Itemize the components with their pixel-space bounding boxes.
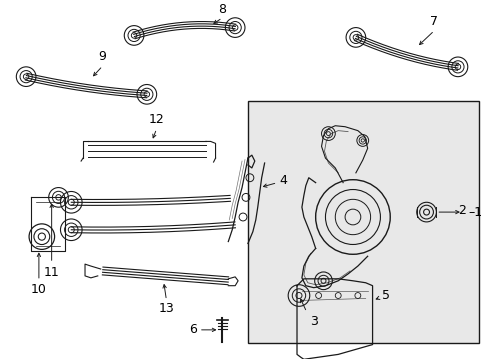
Text: 4: 4 (279, 174, 286, 187)
Text: 5: 5 (382, 289, 389, 302)
Bar (247, 101, 478, 343)
Text: 9: 9 (99, 50, 106, 63)
Text: 12: 12 (148, 113, 164, 126)
Text: 13: 13 (158, 302, 174, 315)
Text: 3: 3 (309, 315, 317, 328)
Text: 2: 2 (457, 204, 465, 217)
Text: 6: 6 (189, 323, 197, 336)
Text: 11: 11 (44, 266, 60, 279)
Text: 8: 8 (218, 3, 226, 16)
Text: 10: 10 (31, 283, 47, 296)
Text: –1: –1 (468, 206, 482, 219)
Text: 7: 7 (429, 15, 438, 28)
